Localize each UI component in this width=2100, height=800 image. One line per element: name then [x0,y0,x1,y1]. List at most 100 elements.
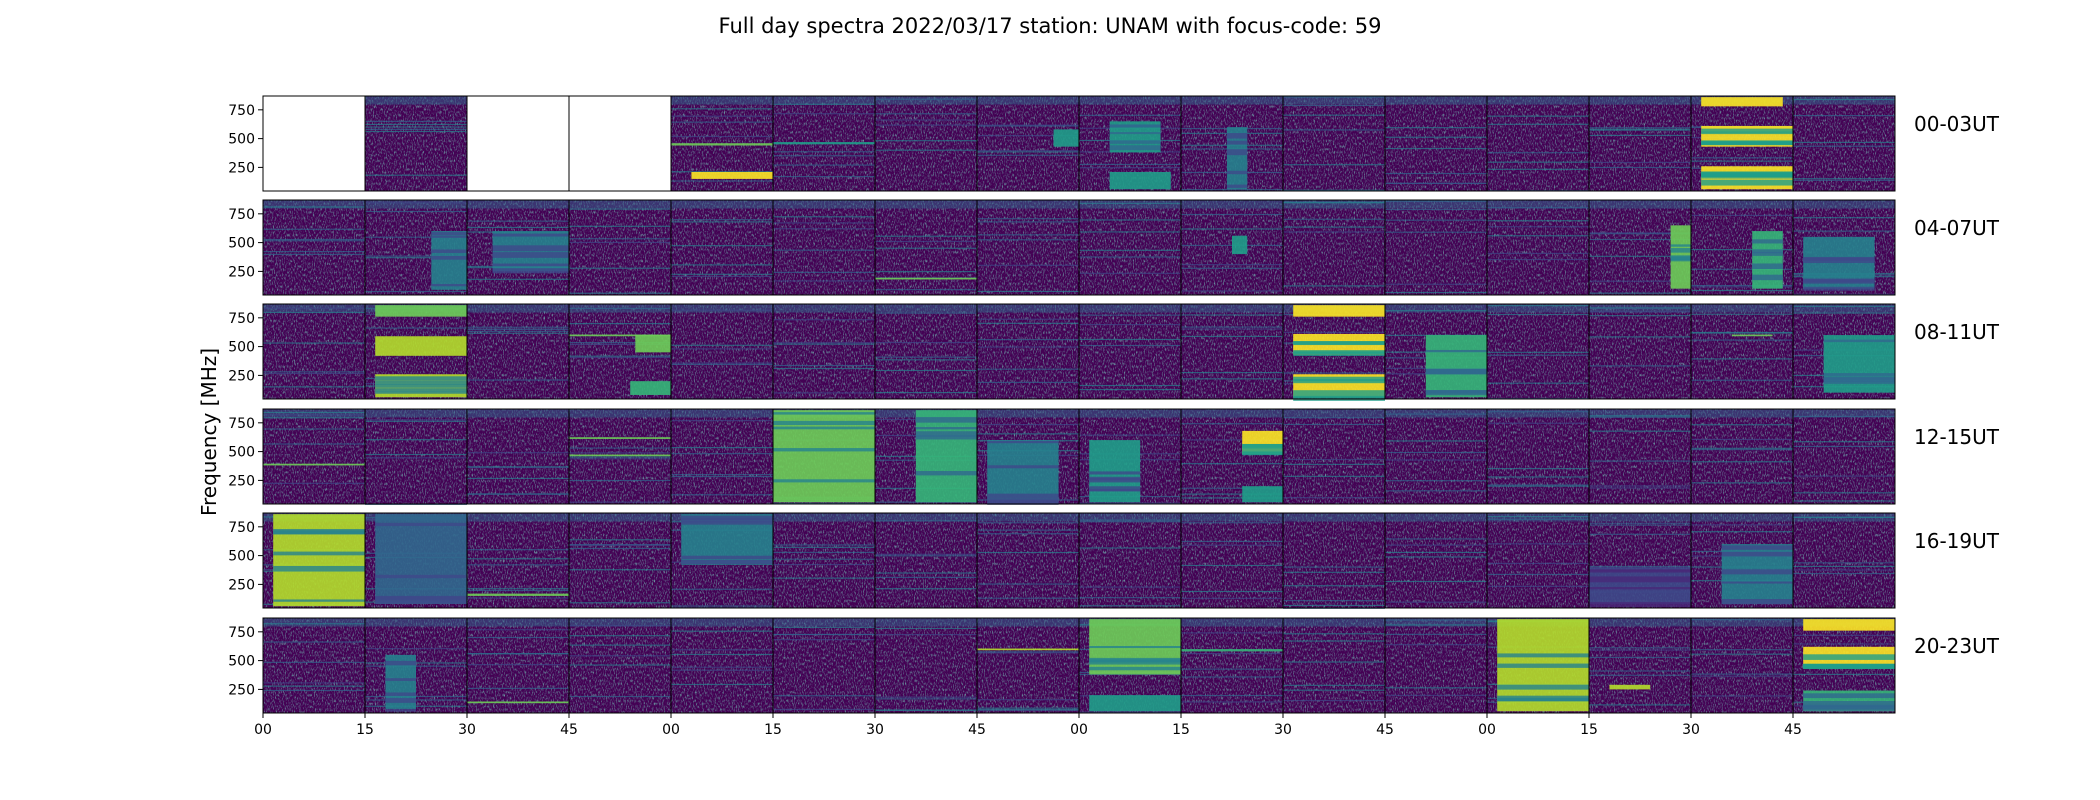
y-tick-label: 750 [228,103,255,119]
spectral-line [671,135,773,138]
feature-block [1803,619,1895,631]
panel-noise [1487,304,1589,399]
panel-noise [875,304,977,399]
panel-noise [1385,96,1487,191]
spectral-line [1691,249,1793,251]
top-band [569,200,671,209]
spectral-line [1589,485,1691,487]
spectral-line [671,362,773,364]
bright-feature [1701,97,1783,107]
top-band [977,304,1079,313]
bright-feature [1803,236,1875,291]
spectral-line [1487,252,1589,254]
spectral-line [773,502,875,505]
spectral-line [1283,96,1385,98]
spectral-line [671,180,773,182]
feature-stripe [385,660,416,666]
spectral-line [1589,127,1691,129]
spectral-line [773,546,875,548]
spectral-line [875,627,977,630]
feature-block [1731,334,1773,337]
top-band [263,200,365,209]
x-tick-label: 45 [1376,722,1394,738]
panel-noise [1079,513,1181,608]
panels-layer [263,96,1895,713]
panel-noise [1283,409,1385,504]
panel-noise [773,304,875,399]
top-band [1385,304,1487,313]
feature-stripe [1497,695,1589,702]
bright-feature [987,440,1059,505]
bright-feature [375,374,467,398]
spectral-line [1385,687,1487,689]
spectral-line [977,234,1079,236]
top-band [1793,304,1895,313]
spectral-line [1181,668,1283,670]
spectral-line [1079,673,1181,676]
spectral-line [467,379,569,381]
spectral-line [1487,422,1589,424]
spectral-line [977,135,1079,137]
feature-stripe [1226,149,1248,156]
spectral-line [1385,459,1487,461]
feature-stripe [1226,133,1248,139]
y-tick-label: 750 [228,207,255,223]
spectral-line [365,257,467,259]
spectral-line [569,323,671,325]
spectral-line [773,708,875,711]
spectral-line [1385,624,1487,626]
spectral-line [1589,416,1691,418]
spectral-line [1589,524,1691,526]
spectral-line [263,251,365,253]
spectral-line [875,289,977,291]
feature-stripe [1089,486,1141,492]
feature-stripe [1109,140,1161,144]
feature-stripe [1823,377,1895,382]
y-tick-label: 250 [228,160,255,176]
spectral-line [1079,249,1181,251]
feature-stripe [431,283,467,287]
spectral-line [1385,231,1487,233]
x-tick-label: 30 [458,722,476,738]
spectral-line [1385,490,1487,492]
spectral-line [467,636,569,639]
spectral-line [977,433,1079,435]
row-frame [262,199,1896,296]
bright-feature [263,463,365,466]
spectral-line [1283,129,1385,131]
bright-feature [1752,231,1783,289]
bright-feature [569,437,671,439]
spectral-line [467,687,569,689]
feature-stripe [1226,170,1248,175]
spectral-line [1793,565,1895,568]
feature-stripe [1109,132,1161,135]
spectral-line [1181,522,1283,524]
spectral-line [467,588,569,590]
bright-feature [681,514,773,565]
spectral-line [977,346,1079,348]
spectral-line [671,221,773,223]
feature-stripe [1752,274,1783,281]
bright-feature [1425,335,1487,398]
spectral-line [1589,134,1691,137]
feature-stripe [1589,576,1691,583]
bright-feature [1242,430,1283,456]
spectral-line [1589,238,1691,241]
spectral-line [875,240,977,243]
spectral-line [263,372,365,375]
spectral-line [1589,674,1691,676]
panel-noise [1283,200,1385,295]
bright-feature [635,335,671,353]
empty-panel [569,96,671,191]
spectral-line [1691,461,1793,463]
spectral-line [1691,157,1793,159]
spectral-line [1079,338,1181,341]
top-band [1589,200,1691,209]
bright-feature [1232,235,1248,255]
panel-noise [1385,513,1487,608]
spectral-line [773,544,875,546]
feature-stripe [1089,478,1141,481]
spectral-line [1385,127,1487,129]
spectral-line [1283,600,1385,602]
feature-stripe [1089,646,1181,649]
